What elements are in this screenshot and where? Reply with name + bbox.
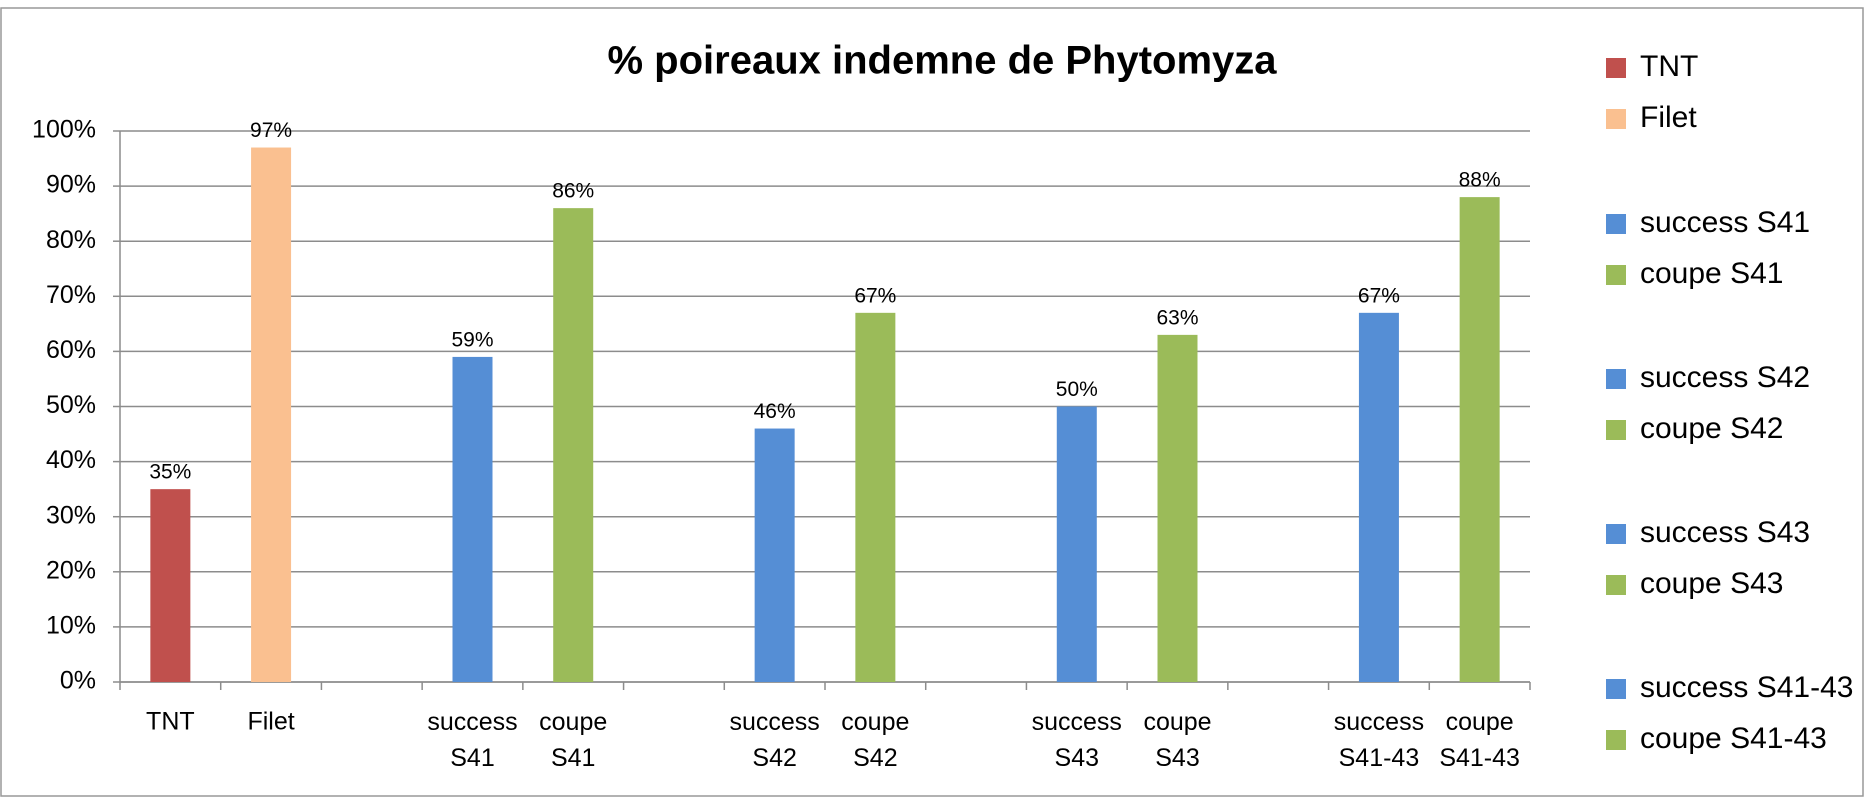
x-tick-label: coupe S42 (841, 708, 909, 772)
x-tick-label: success S41-43 (1334, 708, 1424, 772)
bar (452, 356, 493, 682)
legend-swatch (1606, 420, 1626, 440)
x-tick-label: TNT (146, 708, 195, 736)
y-tick-label: 20% (46, 556, 96, 584)
chart-title: % poireaux indemne de Phytomyza (607, 39, 1277, 83)
bar (1157, 334, 1198, 682)
bar (1459, 197, 1500, 682)
chart-border (0, 7, 1864, 797)
legend-swatch (1606, 524, 1626, 544)
value-label: 88% (1459, 169, 1501, 192)
x-tick-label: coupe S43 (1143, 708, 1211, 772)
y-tick-label: 90% (46, 171, 96, 199)
legend-label: coupe S41-43 (1640, 722, 1827, 755)
value-label: 59% (451, 328, 493, 351)
bar (150, 489, 191, 682)
legend-label: Filet (1640, 101, 1697, 134)
value-label: 63% (1156, 306, 1198, 329)
bar (553, 208, 594, 682)
legend-swatch (1606, 679, 1626, 699)
legend-swatch (1606, 730, 1626, 750)
legend-label: coupe S41 (1640, 257, 1783, 290)
legend-swatch (1606, 109, 1626, 129)
y-tick-label: 40% (46, 446, 96, 474)
y-tick-label: 70% (46, 281, 96, 309)
value-label: 50% (1056, 378, 1098, 401)
y-tick-label: 50% (46, 391, 96, 419)
x-tick-label: Filet (247, 708, 294, 736)
x-tick-label: coupe S41 (539, 708, 607, 772)
x-tick-label: coupe S41-43 (1439, 708, 1520, 772)
bar (1056, 406, 1097, 682)
x-tick-label: success S41 (427, 708, 517, 772)
y-tick-label: 100% (32, 116, 96, 144)
legend-label: success S42 (1640, 361, 1810, 394)
bar (1358, 312, 1399, 682)
y-tick-label: 0% (60, 667, 96, 695)
value-label: 86% (552, 180, 594, 203)
y-tick-label: 80% (46, 226, 96, 254)
legend-label: success S41-43 (1640, 671, 1853, 704)
bar (251, 147, 292, 682)
value-label: 46% (754, 400, 796, 423)
bar (855, 312, 896, 682)
y-tick-label: 10% (46, 612, 96, 640)
legend-swatch (1606, 214, 1626, 234)
legend-label: coupe S43 (1640, 567, 1783, 600)
y-tick-label: 60% (46, 336, 96, 364)
value-label: 97% (250, 119, 292, 142)
value-label: 67% (1358, 284, 1400, 307)
legend-swatch (1606, 369, 1626, 389)
legend-swatch (1606, 58, 1626, 78)
legend-label: coupe S42 (1640, 412, 1783, 445)
value-label: 67% (854, 284, 896, 307)
legend-swatch (1606, 575, 1626, 595)
legend-label: success S41 (1640, 206, 1810, 239)
legend-label: TNT (1640, 50, 1698, 83)
legend-label: success S43 (1640, 516, 1810, 549)
y-tick-label: 30% (46, 501, 96, 529)
x-tick-label: success S43 (1032, 708, 1122, 772)
x-tick-label: success S42 (729, 708, 819, 772)
bar (754, 428, 795, 682)
legend-swatch (1606, 265, 1626, 285)
value-label: 35% (149, 461, 191, 484)
